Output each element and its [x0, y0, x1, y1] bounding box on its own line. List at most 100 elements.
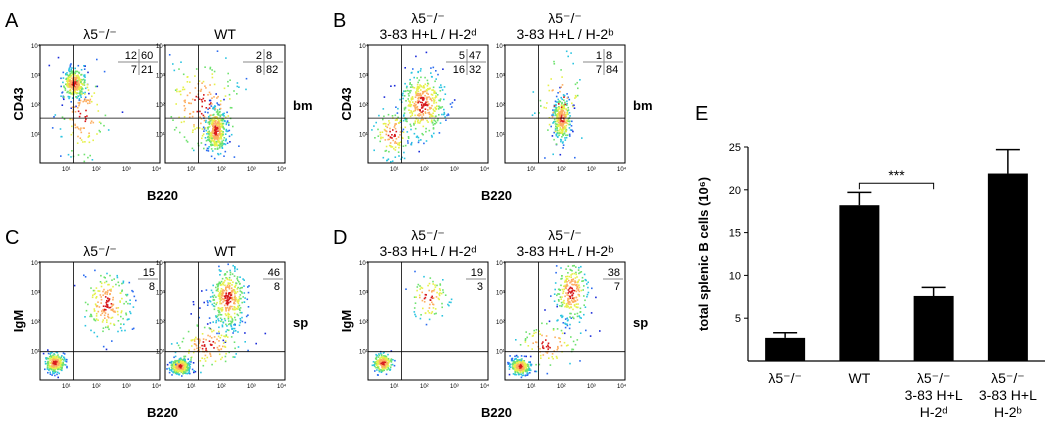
event-dot [194, 75, 196, 77]
event-dot [84, 316, 86, 318]
event-dot [569, 301, 571, 303]
event-dot [566, 137, 568, 139]
event-dot [557, 113, 559, 115]
event-dot [403, 129, 405, 131]
event-dot [379, 360, 381, 362]
event-dot [65, 89, 67, 91]
event-dot [76, 80, 78, 82]
event-dot [113, 278, 115, 280]
event-dot [392, 359, 394, 361]
x-tick-label: 10¹ [62, 167, 71, 173]
event-dot [555, 128, 557, 130]
event-dot [212, 129, 214, 131]
event-dot [433, 99, 435, 101]
event-dot [412, 101, 414, 103]
event-dot [428, 290, 430, 292]
event-dot [570, 292, 572, 294]
event-dot [51, 374, 53, 376]
event-dot [214, 84, 216, 86]
quadrant-value: 8 [266, 50, 272, 62]
event-dot [68, 75, 70, 77]
event-dot [435, 115, 437, 117]
event-dot [546, 335, 548, 337]
event-dot [52, 362, 54, 364]
event-dot [207, 304, 209, 306]
event-dot [191, 340, 193, 342]
event-dot [177, 364, 179, 366]
event-dot [231, 326, 233, 328]
event-dot [211, 156, 213, 158]
event-dot [236, 278, 238, 280]
event-dot [122, 111, 124, 113]
event-dot [103, 346, 105, 348]
event-dot [552, 89, 554, 91]
event-dot [566, 281, 568, 283]
event-dot [515, 358, 517, 360]
event-dot [408, 136, 410, 138]
event-dot [574, 290, 576, 292]
event-dot [387, 367, 389, 369]
event-dot [572, 63, 574, 65]
event-dot [53, 116, 55, 118]
event-dot [414, 133, 416, 135]
event-dot [225, 315, 227, 317]
event-dot [444, 113, 446, 115]
x-tick-label: 10¹ [62, 384, 71, 390]
event-dot [224, 274, 226, 276]
event-dot [217, 347, 219, 349]
event-dot [169, 362, 171, 364]
event-dot [196, 68, 198, 70]
event-dot [220, 337, 222, 339]
event-dot [535, 332, 537, 334]
event-dot [189, 365, 191, 367]
event-dot [232, 309, 234, 311]
event-dot [244, 301, 246, 303]
event-dot [385, 123, 387, 125]
event-dot [74, 285, 76, 287]
event-dot [79, 98, 81, 100]
event-dot [169, 54, 171, 56]
event-dot [222, 346, 224, 348]
event-dot [552, 353, 554, 355]
event-dot [213, 107, 215, 109]
event-dot [240, 307, 242, 309]
event-dot [87, 103, 89, 105]
event-dot [181, 122, 183, 124]
event-dot [196, 348, 198, 350]
event-dot [204, 120, 206, 122]
event-dot [102, 294, 104, 296]
event-dot [66, 366, 68, 368]
event-dot [93, 290, 95, 292]
event-dot [56, 374, 58, 376]
event-dot [565, 127, 567, 129]
event-dot [174, 70, 176, 72]
event-dot [186, 366, 188, 368]
event-dot [81, 79, 83, 81]
event-dot [557, 120, 559, 122]
event-dot [572, 265, 574, 267]
event-dot [206, 130, 208, 132]
event-dot [563, 289, 565, 291]
event-dot [103, 289, 105, 291]
event-dot [216, 102, 218, 104]
event-dot [382, 137, 384, 139]
event-dot [231, 290, 233, 292]
event-dot [207, 131, 209, 133]
event-dot [172, 63, 174, 65]
event-dot [175, 356, 177, 358]
event-dot [94, 92, 96, 94]
event-dot [432, 113, 434, 115]
event-dot [209, 119, 211, 121]
event-dot [380, 137, 382, 139]
event-dot [410, 86, 412, 88]
event-dot [516, 367, 518, 369]
event-dot [587, 287, 589, 289]
event-dot [84, 154, 86, 156]
event-dot [392, 129, 394, 131]
event-dot [205, 144, 207, 146]
event-dot [121, 310, 123, 312]
event-dot [222, 324, 224, 326]
event-dot [221, 303, 223, 305]
y-tick-label: 10² [31, 103, 40, 109]
event-dot [94, 332, 96, 334]
